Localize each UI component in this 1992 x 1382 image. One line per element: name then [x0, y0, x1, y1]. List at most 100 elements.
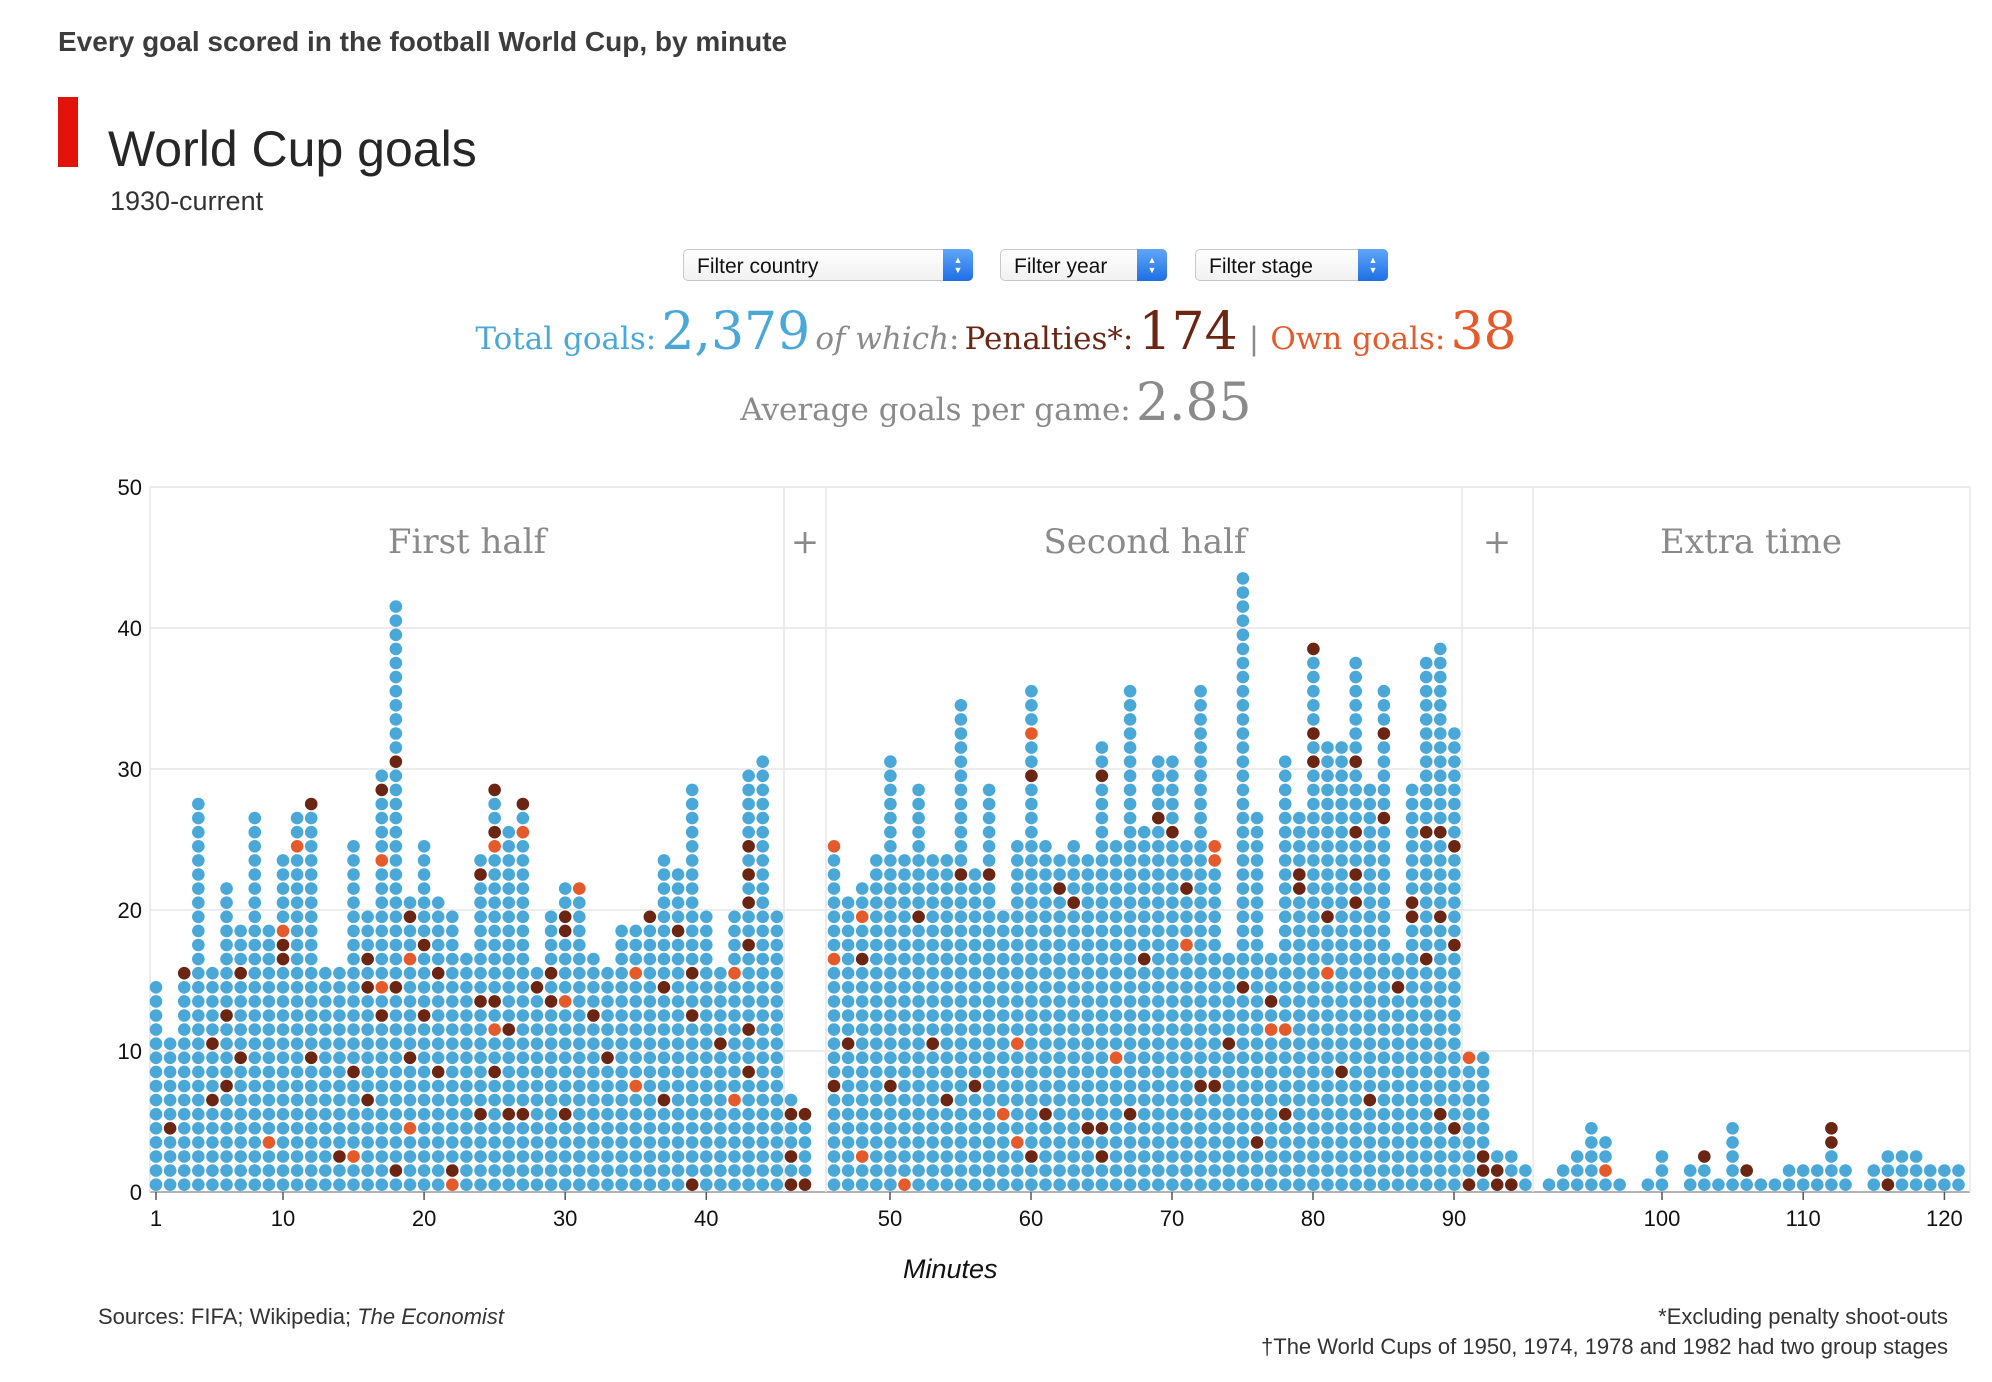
goal-dot: [389, 1037, 403, 1050]
section-label: First half: [388, 522, 549, 562]
goal-dot: [912, 952, 925, 966]
goal-dot: [1335, 966, 1348, 980]
goal-dot: [1095, 1065, 1109, 1079]
goal-dot: [1152, 1065, 1165, 1079]
goal-dot: [1039, 952, 1052, 966]
chart-title: World Cup goals: [108, 121, 477, 177]
goal-dot: [1405, 783, 1419, 797]
goal-dot: [1039, 882, 1052, 895]
goal-dot: [192, 868, 205, 881]
goal-dot: [149, 1065, 163, 1079]
goal-dot: [1208, 1178, 1221, 1191]
goal-dot: [319, 1150, 332, 1163]
goal-dot: [728, 1023, 741, 1036]
goal-dot: [192, 1009, 205, 1022]
goal-dot: [1881, 1164, 1895, 1177]
goal-dot: [1095, 825, 1109, 839]
penalty-dot: [1377, 727, 1391, 740]
goal-dot: [587, 1178, 600, 1191]
goal-dot: [234, 952, 247, 966]
penalty-dot: [1081, 1122, 1095, 1135]
goal-dot: [728, 1037, 741, 1050]
goal-dot: [1250, 995, 1264, 1008]
goal-dot: [502, 840, 516, 853]
goal-dot: [1505, 1164, 1518, 1177]
goal-dot: [841, 1051, 855, 1065]
goal-dot: [389, 741, 403, 754]
goal-dot: [870, 1023, 883, 1036]
goal-dot: [1377, 713, 1391, 726]
goal-dot: [234, 1136, 247, 1149]
goal-dot: [982, 811, 996, 825]
goal-dot: [1490, 1150, 1504, 1163]
goal-dot: [474, 1079, 487, 1093]
goal-dot: [657, 854, 671, 867]
goal-dot: [460, 1164, 473, 1177]
goal-dot: [1053, 938, 1066, 952]
goal-dot: [1307, 938, 1320, 952]
goal-dot: [417, 1178, 431, 1191]
goal-dot: [220, 882, 233, 895]
goal-dot: [615, 1065, 628, 1079]
goal-dot: [1264, 1107, 1278, 1121]
penalty-dot: [1405, 896, 1419, 909]
goal-dot: [290, 811, 304, 825]
filter-stage-select[interactable]: Filter stage ▲ ▼: [1195, 249, 1388, 281]
goal-dot: [982, 1065, 996, 1079]
penalty-dot: [558, 910, 572, 924]
goal-dot: [1349, 938, 1362, 952]
goal-dot: [1698, 1178, 1711, 1191]
goal-dot: [1307, 910, 1320, 924]
goal-dot: [1293, 981, 1306, 994]
goal-dot: [742, 1093, 755, 1107]
goal-dot: [1123, 910, 1137, 924]
goal-dot: [1391, 952, 1405, 966]
goal-dot: [685, 1150, 699, 1163]
goal-dot: [1025, 699, 1038, 712]
goal-dot: [1278, 924, 1292, 938]
goal-dot: [1208, 952, 1221, 966]
goal-dot: [248, 811, 262, 825]
goal-dot: [1166, 1107, 1179, 1121]
goal-dot: [954, 896, 968, 909]
goal-dot: [1419, 882, 1433, 895]
goal-dot: [1363, 1051, 1377, 1065]
penalty-dot: [1825, 1136, 1838, 1149]
goal-dot: [375, 811, 389, 825]
filter-country-select[interactable]: Filter country ▲ ▼: [683, 249, 973, 281]
penalty-dot: [1349, 868, 1362, 881]
goal-dot: [262, 1079, 276, 1093]
penalty-dot: [1434, 910, 1447, 924]
goal-dot: [1307, 995, 1320, 1008]
goal-dot: [587, 981, 600, 994]
goal-dot: [926, 952, 939, 966]
x-tick-label: 20: [412, 1206, 436, 1231]
penalty-dot: [375, 783, 389, 797]
goal-dot: [1236, 1065, 1250, 1079]
goal-dot: [1025, 1023, 1038, 1036]
penalty-dot: [234, 966, 247, 980]
goal-dot: [1349, 910, 1362, 924]
goal-dot: [1796, 1178, 1810, 1191]
goal-dot: [234, 924, 247, 938]
penalty-dot: [304, 797, 318, 811]
penalty-dot: [1194, 1079, 1207, 1093]
goal-dot: [629, 1037, 643, 1050]
goal-dot: [643, 1065, 657, 1079]
goal-dot: [1039, 896, 1052, 909]
goal-dot: [1335, 896, 1348, 909]
goal-dot: [389, 1178, 403, 1191]
goal-dot: [333, 981, 346, 994]
filter-year-select[interactable]: Filter year ▲ ▼: [1000, 249, 1167, 281]
goal-dot: [1011, 854, 1024, 867]
goal-dot: [699, 1051, 713, 1065]
goal-dot: [234, 1037, 247, 1050]
goal-dot: [1782, 1164, 1796, 1177]
goal-dot: [1278, 896, 1292, 909]
goal-dot: [1349, 952, 1362, 966]
goal-dot: [389, 783, 403, 797]
goal-dot: [573, 981, 586, 994]
penalty-dot: [474, 868, 487, 881]
goal-dot: [756, 854, 770, 867]
goal-dot: [1166, 797, 1179, 811]
